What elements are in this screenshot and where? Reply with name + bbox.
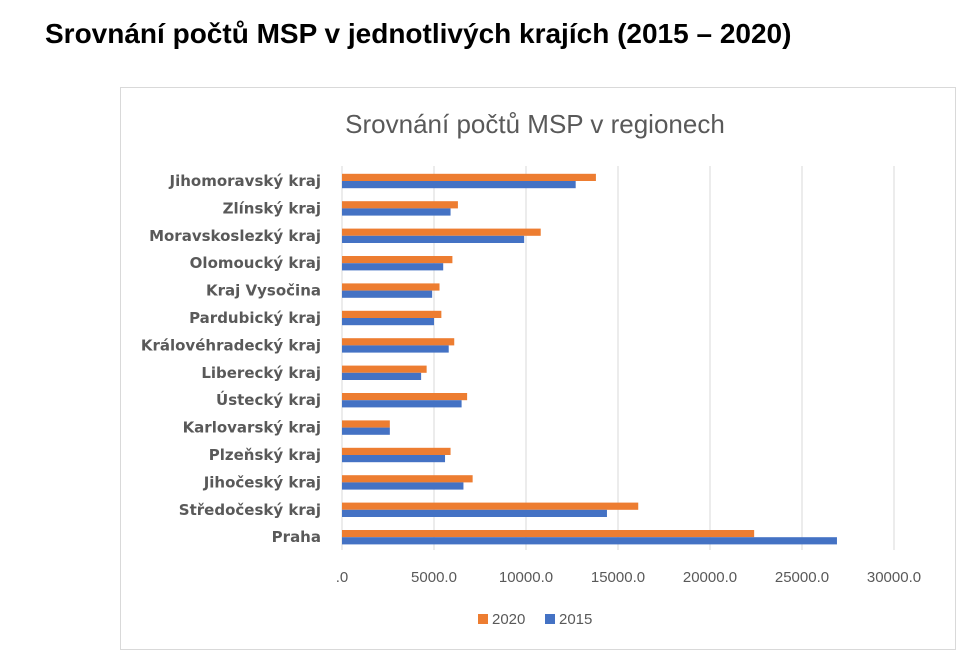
category-label: Jihočeský kraj (203, 473, 321, 491)
x-tick-label: 15000.0 (591, 569, 645, 586)
category-label: Plzeňský kraj (209, 446, 321, 464)
category-label: Středočeský kraj (179, 501, 321, 519)
legend: 2020 2015 (478, 611, 592, 628)
page-heading: Srovnání počtů MSP v jednotlivých krajíc… (45, 18, 792, 49)
bar-2020 (342, 201, 458, 209)
category-label: Kraj Vysočina (206, 282, 321, 300)
bar-2020 (342, 365, 427, 373)
bar-2020 (342, 530, 755, 538)
x-tick-label: 25000.0 (775, 569, 829, 586)
x-tick-label: 10000.0 (499, 569, 553, 586)
category-label: Královéhradecký kraj (141, 336, 321, 354)
legend-swatch-2020 (478, 614, 488, 624)
legend-swatch-2015 (545, 614, 555, 624)
x-tick-label: 30000.0 (867, 569, 921, 586)
bar-2015 (342, 318, 434, 326)
bar-2015 (342, 400, 462, 408)
bar-2015 (342, 235, 525, 243)
bar-2015 (342, 427, 390, 435)
legend-label-2020: 2020 (492, 611, 525, 628)
bar-2015 (342, 372, 422, 380)
category-label: Karlovarský kraj (183, 419, 321, 437)
x-tick-labels: .0 5000.0 10000.0 15000.0 20000.0 25000.0 3000… (336, 569, 921, 586)
chart-title: Srovnání počtů MSP v regionech (345, 109, 725, 139)
category-label: Zlínský kraj (223, 199, 321, 217)
bar-2015 (342, 345, 449, 353)
bar-2020 (342, 173, 596, 181)
x-tick-label: .0 (336, 569, 349, 586)
category-label: Praha (272, 528, 321, 546)
category-label: Pardubický kraj (189, 309, 321, 327)
bar-2015 (342, 208, 451, 216)
legend-label-2015: 2015 (559, 611, 592, 628)
bar-2020 (342, 228, 541, 236)
x-tick-label: 5000.0 (411, 569, 457, 586)
bar-chart: Srovnání počtů MSP v regionech Jihomorav… (141, 109, 921, 628)
bar-2015 (342, 263, 444, 271)
bar-2020 (342, 502, 639, 510)
bar-2020 (342, 338, 455, 346)
bar-2020 (342, 420, 390, 428)
gridlines (341, 166, 895, 550)
bar-2015 (342, 290, 433, 298)
bar-2020 (342, 283, 440, 291)
bar-2020 (342, 310, 442, 318)
bar-2015 (342, 509, 607, 517)
category-label: Jihomoravský kraj (169, 172, 321, 190)
bar-2015 (342, 482, 464, 490)
bar-2015 (342, 181, 576, 189)
category-labels: Jihomoravský kraj Zlínský kraj Moravskosle… (141, 172, 321, 546)
bars (342, 173, 837, 545)
bar-2020 (342, 256, 453, 264)
x-tick-label: 20000.0 (683, 569, 737, 586)
category-label: Ústecký kraj (216, 390, 321, 409)
bar-2020 (342, 447, 451, 455)
category-label: Olomoucký kraj (190, 254, 321, 272)
bar-2020 (342, 393, 468, 401)
chart-frame: Srovnání počtů MSP v regionech Jihomorav… (120, 87, 956, 650)
category-label: Moravskoslezký kraj (149, 227, 321, 245)
category-label: Liberecký kraj (201, 364, 321, 382)
bar-2015 (342, 455, 446, 463)
bar-2015 (342, 537, 837, 545)
bar-2020 (342, 475, 473, 483)
